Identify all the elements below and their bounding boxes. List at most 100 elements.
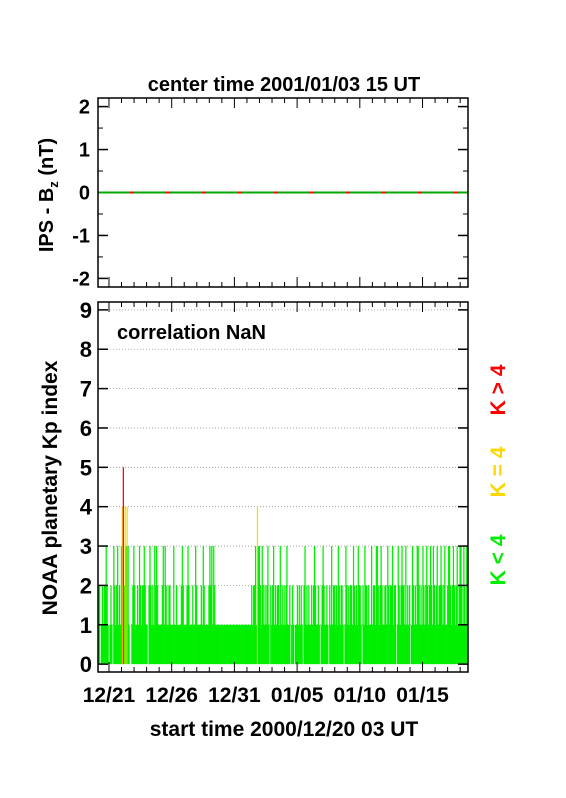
kp-bar: [380, 546, 382, 665]
kp-x-tick-label: 01/05: [271, 684, 324, 707]
kp-bar: [456, 546, 458, 665]
kp-bar: [123, 585, 125, 665]
kp-y-tick-label: 3: [80, 534, 92, 559]
kp-bar: [268, 624, 270, 665]
kp-bar: [291, 624, 293, 665]
kp-bar: [202, 546, 204, 665]
kp-bar: [460, 546, 462, 665]
kp-bar: [352, 546, 355, 665]
kp-bar: [437, 624, 439, 665]
top-ylabel-unit: (nT): [36, 138, 58, 181]
kp-bar: [371, 624, 374, 665]
kp-bar: [209, 546, 211, 665]
top-panel-ylabel: IPS - Bz (nT): [36, 138, 61, 252]
kp-bar: [351, 585, 353, 665]
kp-bar: [217, 624, 220, 665]
kp-bar: [403, 585, 405, 665]
kp-bar: [121, 506, 124, 665]
kp-bar: [311, 585, 313, 665]
kp-bar: [263, 624, 265, 665]
kp-bar: [136, 585, 139, 665]
kp-bar: [353, 585, 356, 665]
top-y-tick-label: 0: [79, 183, 90, 205]
kp-bar: [267, 546, 269, 665]
kp-bar: [195, 546, 197, 665]
kp-bar: [232, 624, 234, 665]
kp-bar: [377, 585, 379, 665]
kp-bar: [204, 624, 206, 665]
kp-bar: [122, 467, 124, 665]
kp-bar: [229, 624, 231, 665]
kp-bar: [262, 585, 264, 665]
top-ylabel-main: IPS - B: [36, 188, 58, 252]
kp-bar: [247, 624, 249, 665]
kp-bar: [264, 585, 266, 665]
kp-bar: [329, 585, 331, 665]
kp-bar: [225, 624, 227, 665]
kp-bar: [164, 546, 166, 665]
kp-bar: [411, 546, 414, 665]
kp-bar: [423, 585, 425, 665]
kp-bar: [137, 624, 140, 665]
kp-bar: [357, 546, 359, 665]
kp-bar: [418, 585, 420, 665]
kp-bar: [429, 546, 432, 665]
kp-bar: [335, 585, 338, 665]
kp-bar: [445, 624, 447, 665]
kp-bar: [261, 546, 263, 665]
kp-bar: [305, 624, 307, 665]
kp-bar: [430, 585, 433, 665]
kp-bar: [275, 624, 278, 665]
kp-bar: [297, 624, 299, 665]
kp-bar: [350, 585, 352, 665]
kp-bar: [143, 546, 145, 665]
kp-bar: [212, 624, 214, 665]
kp-bar: [257, 546, 260, 665]
kp-bar: [450, 624, 453, 665]
kp-bar: [274, 585, 277, 665]
kp-bar: [210, 585, 212, 665]
kp-bar: [258, 546, 260, 665]
kp-bar: [245, 624, 247, 665]
kp-bar: [301, 624, 303, 665]
correlation-annotation: correlation NaN: [117, 322, 266, 344]
kp-bar: [396, 624, 398, 665]
kp-bar: [420, 585, 422, 665]
kp-bar: [378, 624, 380, 665]
kp-bar: [408, 624, 410, 665]
kp-x-tick-label: 12/26: [145, 684, 198, 707]
kp-bar: [322, 546, 324, 665]
kp-y-tick-label: 0: [80, 652, 92, 677]
kp-bar: [207, 624, 209, 665]
kp-bar: [178, 624, 181, 665]
kp-bar: [382, 624, 384, 665]
top-y-tick-label: 2: [79, 97, 90, 119]
kp-bar: [443, 585, 445, 665]
kp-bar: [131, 624, 133, 665]
kp-bar: [227, 624, 229, 665]
kp-bar: [157, 624, 160, 665]
kp-bar: [407, 585, 409, 665]
svg-text:IPS - Bz (nT): IPS - Bz (nT): [36, 138, 61, 252]
kp-bar: [295, 624, 298, 665]
legend-k-gt-4: K > 4: [487, 364, 510, 415]
kp-bar: [124, 506, 126, 665]
kp-bar: [398, 585, 400, 665]
kp-bar: [174, 624, 176, 665]
kp-bar: [312, 585, 315, 665]
kp-bar: [273, 546, 275, 665]
kp-bar: [154, 546, 156, 665]
kp-bar: [282, 624, 284, 665]
kp-bar: [281, 585, 283, 665]
kp-bar: [100, 624, 103, 665]
kp-bar: [316, 624, 319, 665]
kp-y-tick-label: 2: [80, 573, 92, 598]
kp-bar: [236, 624, 239, 665]
kp-bar: [306, 585, 308, 665]
kp-bar: [321, 585, 323, 665]
kp-bar: [383, 624, 385, 665]
kp-bar: [360, 624, 362, 665]
kp-bar: [465, 624, 467, 665]
kp-bar: [412, 585, 415, 665]
kp-bar: [196, 624, 199, 665]
